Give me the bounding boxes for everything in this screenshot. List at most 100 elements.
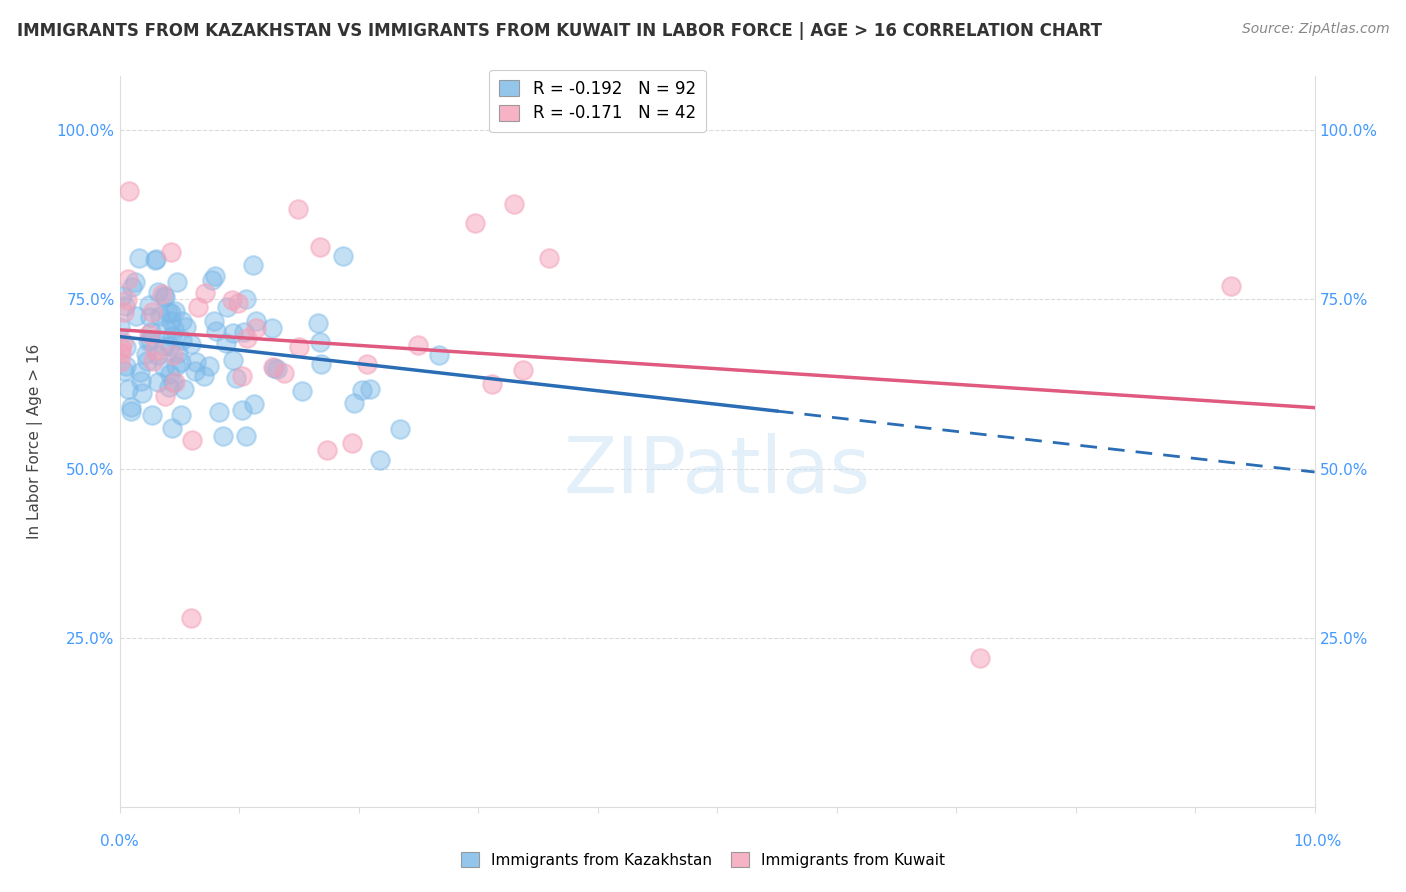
- Point: [160, 313, 183, 327]
- Point: [128, 251, 150, 265]
- Point: [155, 322, 177, 336]
- Point: [166, 276, 188, 290]
- Point: [120, 404, 142, 418]
- Point: [159, 367, 181, 381]
- Point: [503, 197, 526, 211]
- Point: [170, 314, 193, 328]
- Point: [110, 345, 132, 359]
- Point: [309, 334, 332, 349]
- Point: [112, 335, 135, 350]
- Point: [165, 375, 187, 389]
- Point: [110, 341, 132, 355]
- Point: [221, 326, 243, 341]
- Text: IMMIGRANTS FROM KAZAKHSTAN VS IMMIGRANTS FROM KUWAIT IN LABOR FORCE | AGE > 16 C: IMMIGRANTS FROM KAZAKHSTAN VS IMMIGRANTS…: [17, 22, 1102, 40]
- Point: [263, 361, 285, 376]
- Point: [117, 272, 139, 286]
- Point: [128, 364, 150, 378]
- Point: [117, 382, 139, 396]
- Point: [368, 453, 391, 467]
- Point: [356, 357, 378, 371]
- Point: [166, 346, 188, 360]
- Point: [180, 434, 202, 448]
- Point: [170, 354, 193, 368]
- Point: [186, 355, 208, 369]
- Point: [307, 316, 329, 330]
- Point: [242, 258, 264, 272]
- Point: [194, 286, 217, 301]
- Point: [174, 320, 197, 334]
- Point: [288, 341, 311, 355]
- Y-axis label: In Labor Force | Age > 16: In Labor Force | Age > 16: [27, 344, 42, 539]
- Legend: R = -0.192   N = 92, R = -0.171   N = 42: R = -0.192 N = 92, R = -0.171 N = 42: [489, 70, 706, 132]
- Point: [155, 389, 177, 403]
- Point: [1220, 278, 1243, 293]
- Point: [226, 296, 249, 310]
- Point: [180, 610, 202, 624]
- Point: [202, 313, 225, 327]
- Point: [162, 348, 184, 362]
- Point: [148, 348, 170, 362]
- Point: [112, 305, 135, 319]
- Point: [135, 353, 157, 368]
- Point: [165, 303, 187, 318]
- Point: [135, 347, 157, 361]
- Point: [160, 421, 183, 435]
- Point: [359, 382, 381, 396]
- Point: [201, 273, 224, 287]
- Point: [124, 275, 146, 289]
- Point: [153, 360, 176, 375]
- Point: [111, 289, 134, 303]
- Point: [156, 305, 179, 319]
- Point: [160, 306, 183, 320]
- Point: [157, 380, 180, 394]
- Point: [309, 357, 332, 371]
- Point: [332, 249, 354, 263]
- Point: [153, 339, 176, 353]
- Point: [427, 348, 450, 362]
- Point: [538, 252, 561, 266]
- Point: [245, 314, 267, 328]
- Point: [159, 245, 181, 260]
- Point: [225, 370, 247, 384]
- Point: [136, 334, 159, 348]
- Point: [512, 363, 534, 377]
- Point: [115, 340, 138, 354]
- Point: [231, 403, 253, 417]
- Point: [141, 408, 163, 422]
- Point: [173, 382, 195, 396]
- Point: [316, 443, 339, 458]
- Point: [260, 321, 283, 335]
- Point: [204, 324, 226, 338]
- Point: [343, 396, 366, 410]
- Text: 10.0%: 10.0%: [1294, 834, 1341, 848]
- Point: [108, 320, 131, 334]
- Point: [204, 268, 226, 283]
- Point: [291, 384, 314, 399]
- Point: [139, 310, 162, 325]
- Point: [208, 405, 231, 419]
- Point: [215, 336, 238, 351]
- Point: [233, 325, 256, 339]
- Point: [340, 436, 363, 450]
- Point: [273, 366, 295, 380]
- Point: [145, 252, 167, 266]
- Point: [141, 305, 163, 319]
- Text: 0.0%: 0.0%: [100, 834, 139, 848]
- Point: [143, 253, 166, 268]
- Point: [243, 397, 266, 411]
- Point: [131, 386, 153, 401]
- Point: [114, 359, 136, 373]
- Point: [170, 409, 193, 423]
- Point: [215, 301, 238, 315]
- Point: [308, 240, 330, 254]
- Point: [146, 285, 169, 299]
- Point: [235, 292, 257, 306]
- Point: [165, 359, 187, 373]
- Legend: Immigrants from Kazakhstan, Immigrants from Kuwait: Immigrants from Kazakhstan, Immigrants f…: [453, 845, 953, 875]
- Point: [170, 333, 193, 347]
- Point: [159, 339, 181, 353]
- Point: [180, 337, 202, 351]
- Point: [108, 355, 131, 369]
- Point: [148, 375, 170, 389]
- Point: [163, 322, 186, 336]
